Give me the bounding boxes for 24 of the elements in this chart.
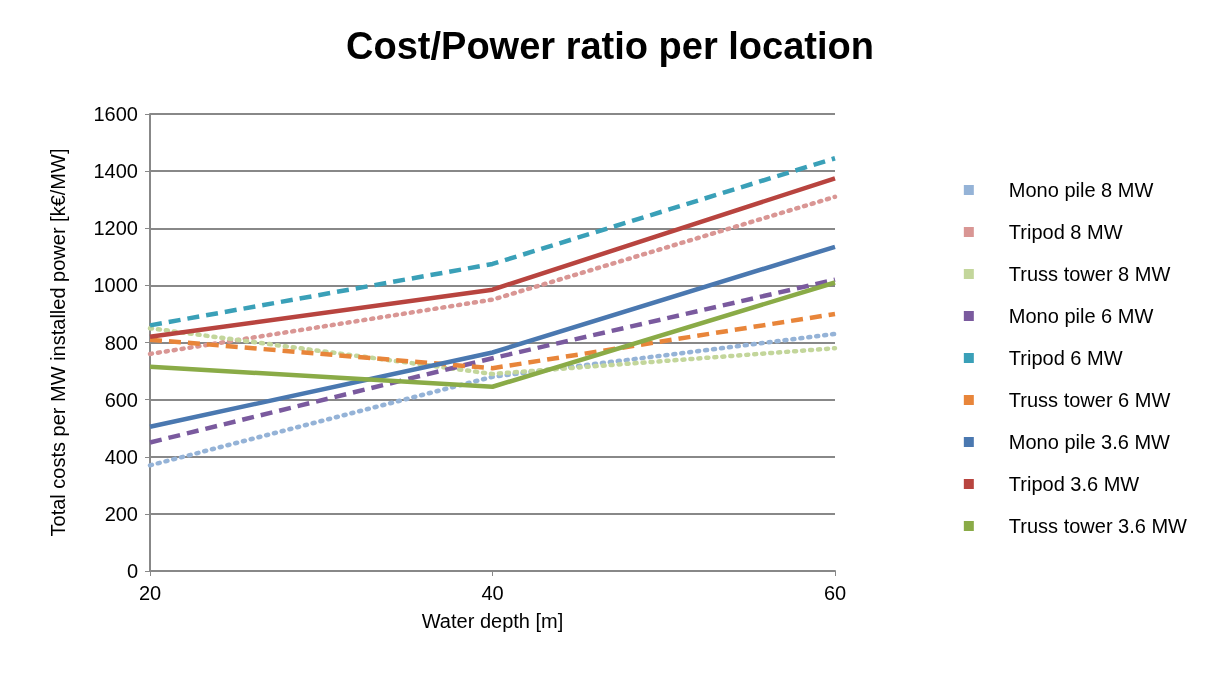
x-tick-label: 20	[138, 582, 162, 604]
legend-label: Tripod 3.6 MW	[1008, 473, 1140, 495]
y-tick-label: 600	[104, 388, 138, 411]
legend-label: Truss tower 6 MW	[1008, 389, 1171, 411]
y-tick-label: 400	[104, 445, 138, 468]
legend-label: Mono pile 3.6 MW	[1008, 431, 1171, 453]
y-tick-label: 200	[104, 502, 138, 525]
legend-label: Mono pile 8 MW	[1008, 179, 1154, 201]
y-axis-title: Total costs per MW installed power [k€/MW]	[47, 148, 69, 537]
chart-title: Cost/Power ratio per location	[346, 25, 874, 67]
x-tick-label: 60	[823, 582, 847, 604]
legend-label: Truss tower 8 MW	[1008, 263, 1171, 285]
y-tick-label: 0	[126, 560, 138, 582]
x-axis-title: Water depth [m]	[421, 610, 564, 632]
y-tick-label: 1200	[93, 217, 138, 240]
legend-label: Tripod 8 MW	[1008, 221, 1123, 243]
x-tick-label: 40	[481, 582, 504, 604]
y-tick-label: 1600	[93, 103, 138, 125]
y-tick-label: 1000	[93, 274, 138, 297]
y-tick-label: 1400	[93, 160, 138, 183]
legend-label: Truss tower 3.6 MW	[1008, 515, 1188, 537]
legend-label: Mono pile 6 MW	[1008, 305, 1154, 327]
y-tick-label: 800	[104, 331, 138, 354]
legend-label: Tripod 6 MW	[1008, 347, 1123, 369]
